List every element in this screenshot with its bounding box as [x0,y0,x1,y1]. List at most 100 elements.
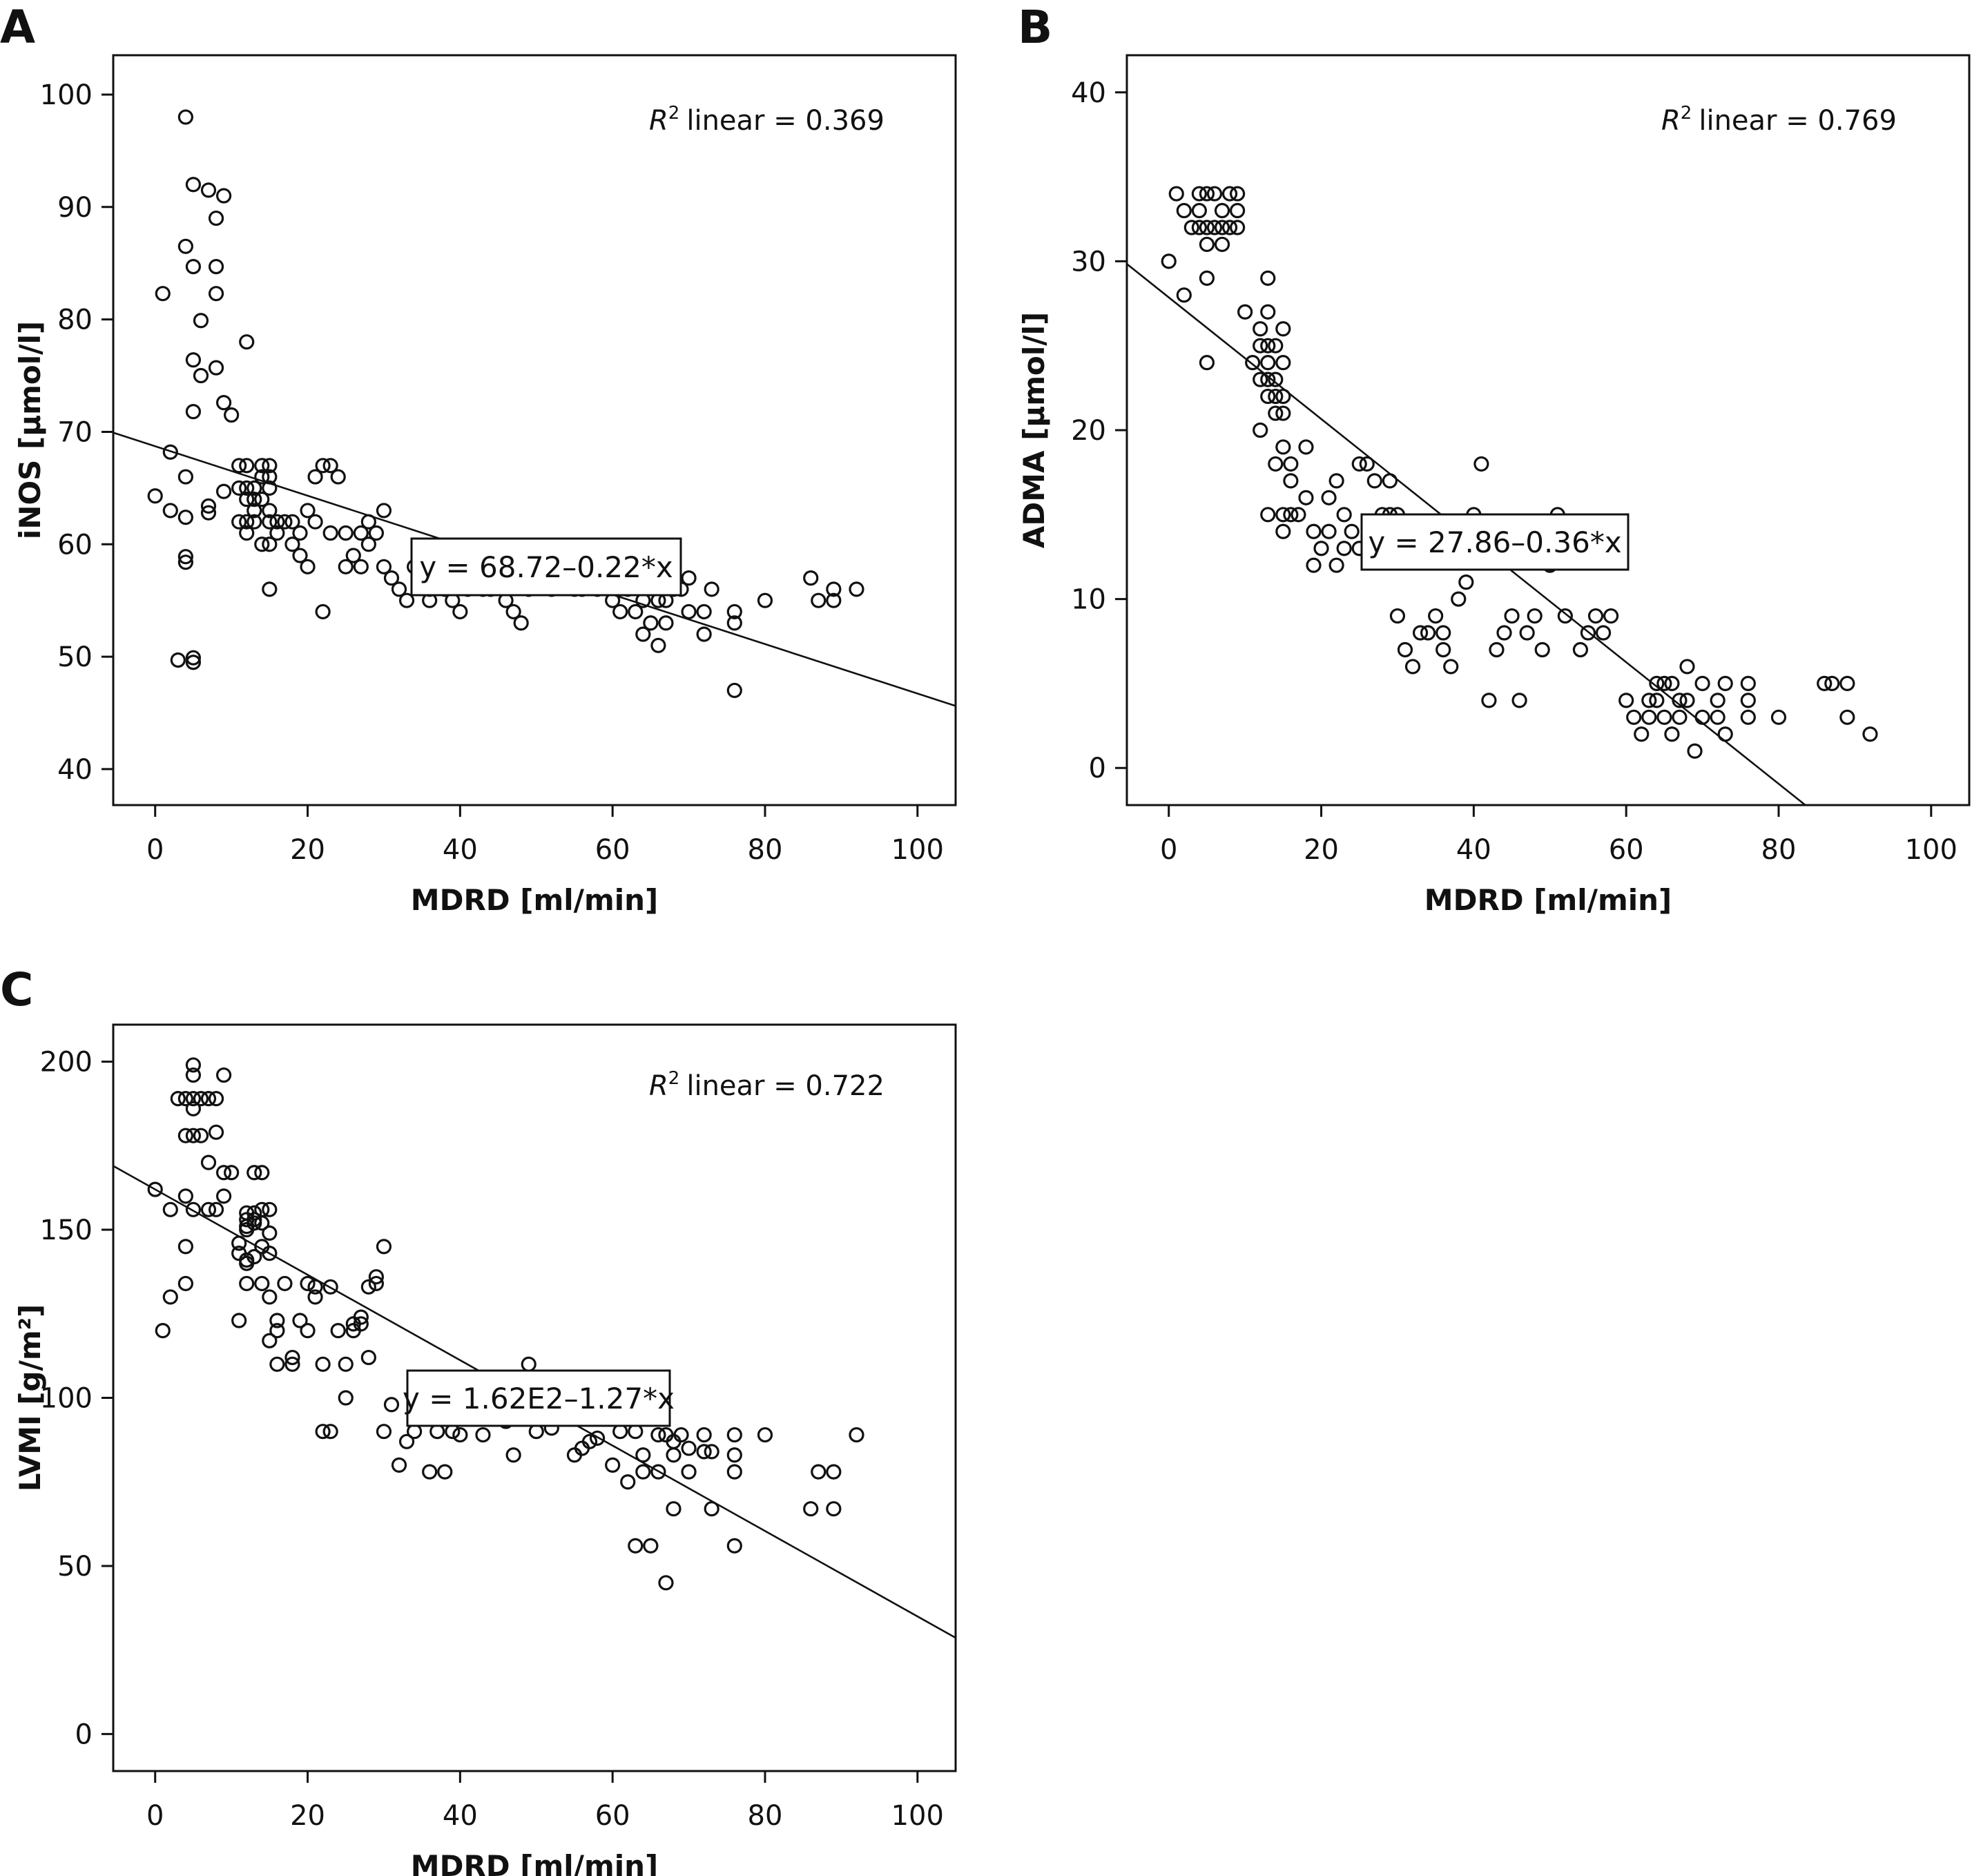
data-point [322,458,338,474]
data-point [1268,371,1284,387]
data-point [1214,236,1230,253]
data-point [1436,625,1451,641]
y-tick-label: 50 [57,641,93,673]
data-point [322,1279,338,1295]
data-point [177,469,193,485]
data-point [696,1427,712,1443]
data-point [1473,456,1489,472]
x-tick-label: 100 [891,834,944,866]
data-point [246,1165,262,1181]
r-squared-value: linear = 0.722 [686,1070,884,1102]
data-point [1359,456,1375,472]
data-point [1687,743,1703,759]
data-point [628,603,644,620]
data-point [330,1323,346,1339]
x-tick-label: 0 [146,834,164,866]
data-point [177,1128,193,1143]
data-point [239,1275,255,1292]
data-point [1397,641,1413,658]
data-point [1717,675,1733,691]
r-squared-label: R2 linear = 0.722 [649,1068,884,1102]
data-point [666,1447,682,1463]
data-point [1656,709,1672,725]
data-point [262,1333,278,1348]
data-point [803,570,819,586]
r-symbol: R [1661,105,1681,137]
data-point [658,615,674,631]
data-point [1206,220,1223,235]
panel-letter-a: A [0,1,35,54]
plot-area [113,1057,956,1639]
data-point [1199,220,1215,235]
data-point [353,1309,369,1325]
y-tick-label: 40 [57,754,93,786]
data-point [1191,202,1207,219]
equation-label: y = 68.72–0.22*x [419,550,673,584]
data-point [650,1427,666,1443]
data-point [208,360,224,376]
data-point [826,581,842,597]
x-tick-label: 60 [595,1800,630,1832]
data-point [1176,287,1192,303]
data-point [635,626,651,642]
data-point [246,480,262,496]
data-point [1275,523,1291,539]
data-point [1420,625,1436,641]
data-point [1649,675,1665,691]
y-tick-label: 100 [40,79,93,111]
data-point [589,1430,606,1447]
data-point [1176,202,1192,219]
data-point [1199,236,1215,253]
data-point [1321,490,1337,505]
data-point [338,559,354,574]
data-point [360,514,376,530]
y-axis-title: iNOS [µmol/l] [13,321,47,539]
data-point [1366,473,1382,489]
data-point [1656,675,1672,691]
data-point [185,177,202,193]
data-point [1268,405,1284,421]
data-point [1557,608,1573,624]
data-point [704,1444,719,1460]
data-point [262,503,278,519]
data-point [1306,557,1322,573]
data-point [254,1165,270,1181]
data-point [292,525,308,541]
data-point [300,559,316,574]
data-point [1618,693,1634,708]
data-point [262,581,278,597]
data-point [620,1474,636,1490]
data-point [437,1464,453,1480]
data-point [1451,591,1467,607]
data-point [239,514,255,530]
data-point [826,1464,842,1480]
data-point [246,514,262,530]
r-superscript: 2 [668,103,680,124]
data-point [200,1154,217,1170]
data-point [353,559,369,574]
x-tick-label: 0 [146,1800,164,1832]
data-point [1679,659,1695,675]
data-point [1511,693,1527,708]
data-point [1626,709,1642,725]
data-point [696,626,712,642]
data-point [1679,693,1695,708]
data-point [612,1424,628,1440]
data-point [208,1124,224,1140]
data-point [757,1427,773,1443]
data-point [193,367,209,384]
equation-label: y = 27.86–0.36*x [1368,525,1621,559]
data-point [643,1538,659,1554]
data-point [177,554,193,570]
data-point [1298,490,1314,505]
data-point [200,505,217,521]
x-tick-label: 20 [1304,834,1339,866]
data-point [1268,456,1284,472]
data-point [391,1457,407,1473]
data-point [628,1538,644,1554]
data-point [368,525,385,541]
y-tick-label: 70 [57,416,93,448]
equation-label: y = 1.62E2–1.27*x [403,1382,675,1415]
data-point [208,210,224,226]
